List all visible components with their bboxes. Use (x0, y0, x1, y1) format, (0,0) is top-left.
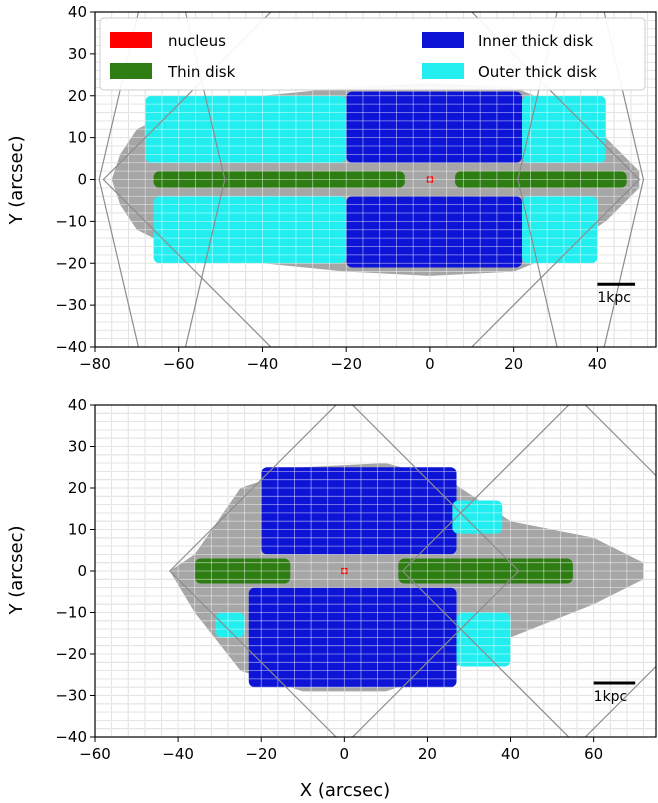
y-tick-label: 40 (68, 396, 87, 414)
legend-label-nucleus: nucleus (168, 32, 226, 50)
y-tick-label: −30 (55, 687, 87, 705)
y-tick-label: −20 (55, 645, 87, 663)
legend-swatch-nucleus (110, 32, 152, 48)
y-tick-label: 30 (68, 45, 87, 63)
x-tick-label: 40 (588, 355, 607, 373)
xlabel-bottom: X (arcsec) (300, 780, 390, 801)
x-tick-label: 60 (584, 745, 603, 763)
y-tick-label: 20 (68, 479, 87, 497)
x-tick-label: −60 (163, 355, 195, 373)
y-tick-label: −10 (55, 212, 87, 230)
y-tick-label: −10 (55, 604, 87, 622)
x-tick-label: 20 (418, 745, 437, 763)
footprint-bottom (168, 405, 656, 737)
y-tick-label: −20 (55, 254, 87, 272)
scale-bar-label-bottom: 1kpc (594, 689, 628, 705)
footprint-diamond (102, 12, 641, 347)
x-tick-label: 40 (501, 745, 520, 763)
region-outer-thick-disk (215, 612, 245, 638)
legend-swatch-thin-disk (110, 63, 152, 79)
x-tick-label: −60 (79, 745, 111, 763)
y-tick-label: 40 (68, 3, 87, 21)
y-tick-label: 0 (77, 171, 87, 189)
footprint-diamond (517, 12, 645, 347)
x-tick-label: −40 (162, 745, 194, 763)
scale-bar-label-top: 1kpc (597, 290, 631, 306)
x-tick-label: −20 (245, 745, 277, 763)
region-inner-thick-disk (346, 91, 523, 163)
y-tick-label: 20 (68, 87, 87, 105)
ylabel-top: Y (arcsec) (6, 135, 27, 225)
x-tick-label: 0 (425, 355, 435, 373)
legend-box (99, 17, 646, 91)
legend: nucleus Thin disk Inner thick disk Outer… (99, 17, 646, 91)
region-inner-thick-disk (261, 467, 457, 555)
top-panel: −80 −60 −40 −20 0 20 40 −40 −30 −20 −10 0 10 20 30 40 Y… (6, 3, 657, 373)
legend-label-thin-disk: Thin disk (167, 63, 236, 81)
y-tick-label: −30 (55, 296, 87, 314)
y-tick-label: 10 (68, 521, 87, 539)
legend-label-outer-thick-disk: Outer thick disk (478, 63, 597, 81)
scale-bar-bottom: 1kpc (593, 681, 636, 705)
x-tick-label: 0 (340, 745, 350, 763)
x-tick-label: −20 (330, 355, 362, 373)
legend-swatch-inner-thick-disk (422, 32, 464, 48)
y-tick-label: 0 (77, 562, 87, 580)
y-tick-label: 30 (68, 438, 87, 456)
y-tick-label: −40 (55, 728, 87, 746)
y-tick-label: 10 (68, 129, 87, 147)
y-tick-label: −40 (55, 338, 87, 356)
footprint-diamond (98, 12, 226, 347)
overgrid-bottom (95, 405, 656, 737)
region-inner-thick-disk (346, 196, 523, 268)
scale-bar-top: 1kpc (597, 282, 636, 306)
x-tick-label: 20 (504, 355, 523, 373)
legend-label-inner-thick-disk: Inner thick disk (478, 32, 593, 50)
ticks-top: −80 −60 −40 −20 0 20 40 −40 −30 −20 −10 0 10 20 30 40 (55, 3, 607, 373)
footprint-diamond (401, 405, 656, 737)
footprint-diamond (168, 405, 520, 737)
legend-swatch-outer-thick-disk (422, 63, 464, 79)
x-tick-label: −80 (79, 355, 111, 373)
footprint-top (98, 12, 645, 347)
region-outer-thick-disk (456, 612, 511, 667)
ylabel-bottom: Y (arcsec) (6, 525, 27, 615)
x-tick-label: −40 (247, 355, 279, 373)
